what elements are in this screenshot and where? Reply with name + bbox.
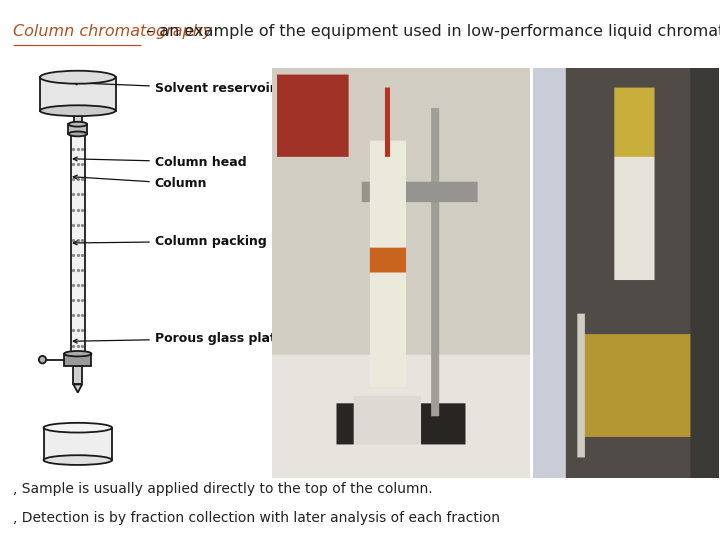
Text: , Detection is by fraction collection with later analysis of each fraction: , Detection is by fraction collection wi… — [13, 511, 500, 525]
Bar — [68, 124, 87, 134]
Bar — [73, 366, 82, 384]
Text: , Sample is usually applied directly to the top of the column.: , Sample is usually applied directly to … — [13, 482, 433, 496]
Bar — [73, 109, 82, 124]
Ellipse shape — [64, 351, 91, 356]
Bar — [71, 134, 85, 354]
Text: Column chromatography: Column chromatography — [13, 24, 212, 39]
Bar — [40, 77, 115, 111]
Text: Column: Column — [73, 175, 207, 190]
Ellipse shape — [68, 131, 87, 137]
Text: Porous glass plate: Porous glass plate — [73, 332, 284, 345]
Bar — [64, 354, 91, 366]
Polygon shape — [73, 384, 82, 393]
Ellipse shape — [44, 423, 112, 433]
Text: – an example of the equipment used in low-performance liquid chromatography: – an example of the equipment used in lo… — [141, 24, 720, 39]
Bar — [44, 428, 112, 460]
Text: Column head: Column head — [73, 156, 246, 168]
Text: Solvent reservoir: Solvent reservoir — [73, 81, 276, 95]
Text: Column packing: Column packing — [73, 235, 266, 248]
Ellipse shape — [44, 455, 112, 465]
Ellipse shape — [40, 105, 115, 116]
Ellipse shape — [40, 71, 115, 84]
Ellipse shape — [68, 122, 87, 127]
Ellipse shape — [39, 356, 46, 363]
